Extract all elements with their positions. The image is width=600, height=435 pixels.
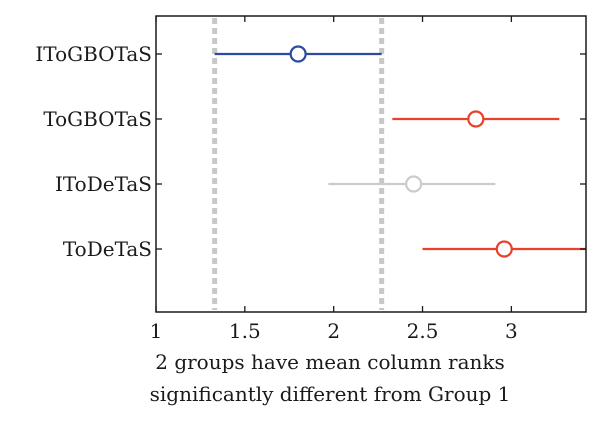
x-tick-label: 1 [150,319,163,343]
y-axis-category-labels: IToGBOTaS ToGBOTaS IToDeTaS ToDeTaS [35,42,586,261]
x-tick-label: 2 [327,319,340,343]
group-intervals [214,45,586,258]
category-label-todetas: ToDeTaS [63,237,152,261]
mean-marker-itogbotas [289,45,307,63]
x-tick-label: 1.5 [229,319,261,343]
category-label-togbotas: ToGBOTaS [43,107,152,131]
x-tick-label: 3 [505,319,518,343]
category-label-itogbotas: IToGBOTaS [35,42,152,66]
x-axis-label-line-2: significantly different from Group 1 [149,382,511,406]
mean-marker-todetas [495,240,513,258]
plot-frame [155,15,587,313]
x-axis: 1 1.5 2 2.5 3 [150,16,518,343]
mean-marker-togbotas [467,110,485,128]
x-axis-label-line-1: 2 groups have mean column ranks [155,350,505,374]
category-label-itodetas: IToDeTaS [55,172,152,196]
reference-lines [212,18,385,310]
x-tick-label: 2.5 [407,319,439,343]
mean-marker-itodetas [405,175,423,193]
